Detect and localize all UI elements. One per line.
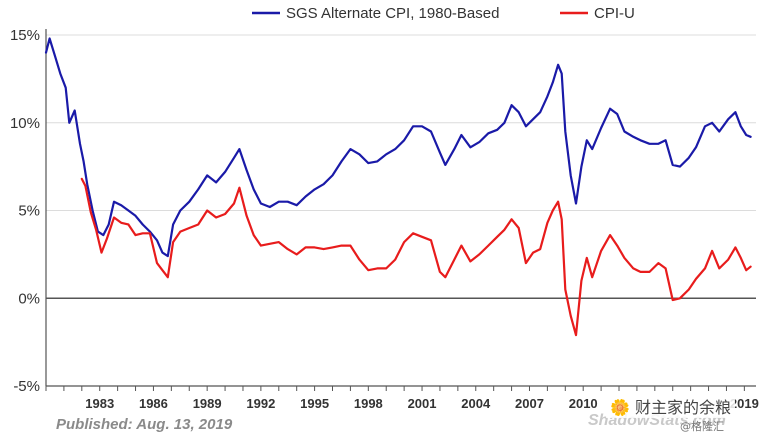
x-tick-label: 2007: [515, 396, 544, 411]
grid-lines: [46, 34, 756, 387]
y-tick-label: 5%: [18, 203, 40, 220]
published-date: Published: Aug. 13, 2019: [56, 416, 233, 433]
watermark-sub: @格隆汇: [680, 420, 724, 433]
y-tick-label: 0%: [18, 290, 40, 307]
series-lines: [44, 37, 752, 337]
axes: [45, 29, 756, 391]
y-tick-label: 15%: [10, 27, 40, 44]
watermark: 🌼 财主家的余粮: [606, 394, 736, 418]
x-tick-labels: 1983 1986 1989 1992 1995 1998 2001 2004 2007 2010…: [85, 396, 759, 411]
x-tick-label: 2004: [461, 396, 491, 411]
x-tick-label: 1995: [300, 396, 329, 411]
series-line-cpi-u: [80, 177, 752, 337]
series-line-sgs-alternate-cpi: [44, 37, 752, 258]
y-tick-label: -5%: [13, 378, 40, 395]
x-tick-label: 1989: [193, 396, 222, 411]
x-tick-label: 2019: [730, 396, 759, 411]
y-tick-labels: 15% 10% 5% 0% -5%: [10, 27, 40, 395]
x-tick-label: 1992: [246, 396, 275, 411]
x-tick-label: 1986: [139, 396, 168, 411]
x-tick-label: 1983: [85, 396, 114, 411]
x-tick-label: 1998: [354, 396, 383, 411]
y-tick-label: 10%: [10, 115, 40, 132]
x-tick-label: 2010: [569, 396, 598, 411]
legend-label: SGS Alternate CPI, 1980-Based: [286, 5, 499, 22]
x-tick-label: 2001: [408, 396, 437, 411]
legend: SGS Alternate CPI, 1980-Based CPI-U: [252, 5, 635, 22]
legend-label: CPI-U: [594, 5, 635, 22]
